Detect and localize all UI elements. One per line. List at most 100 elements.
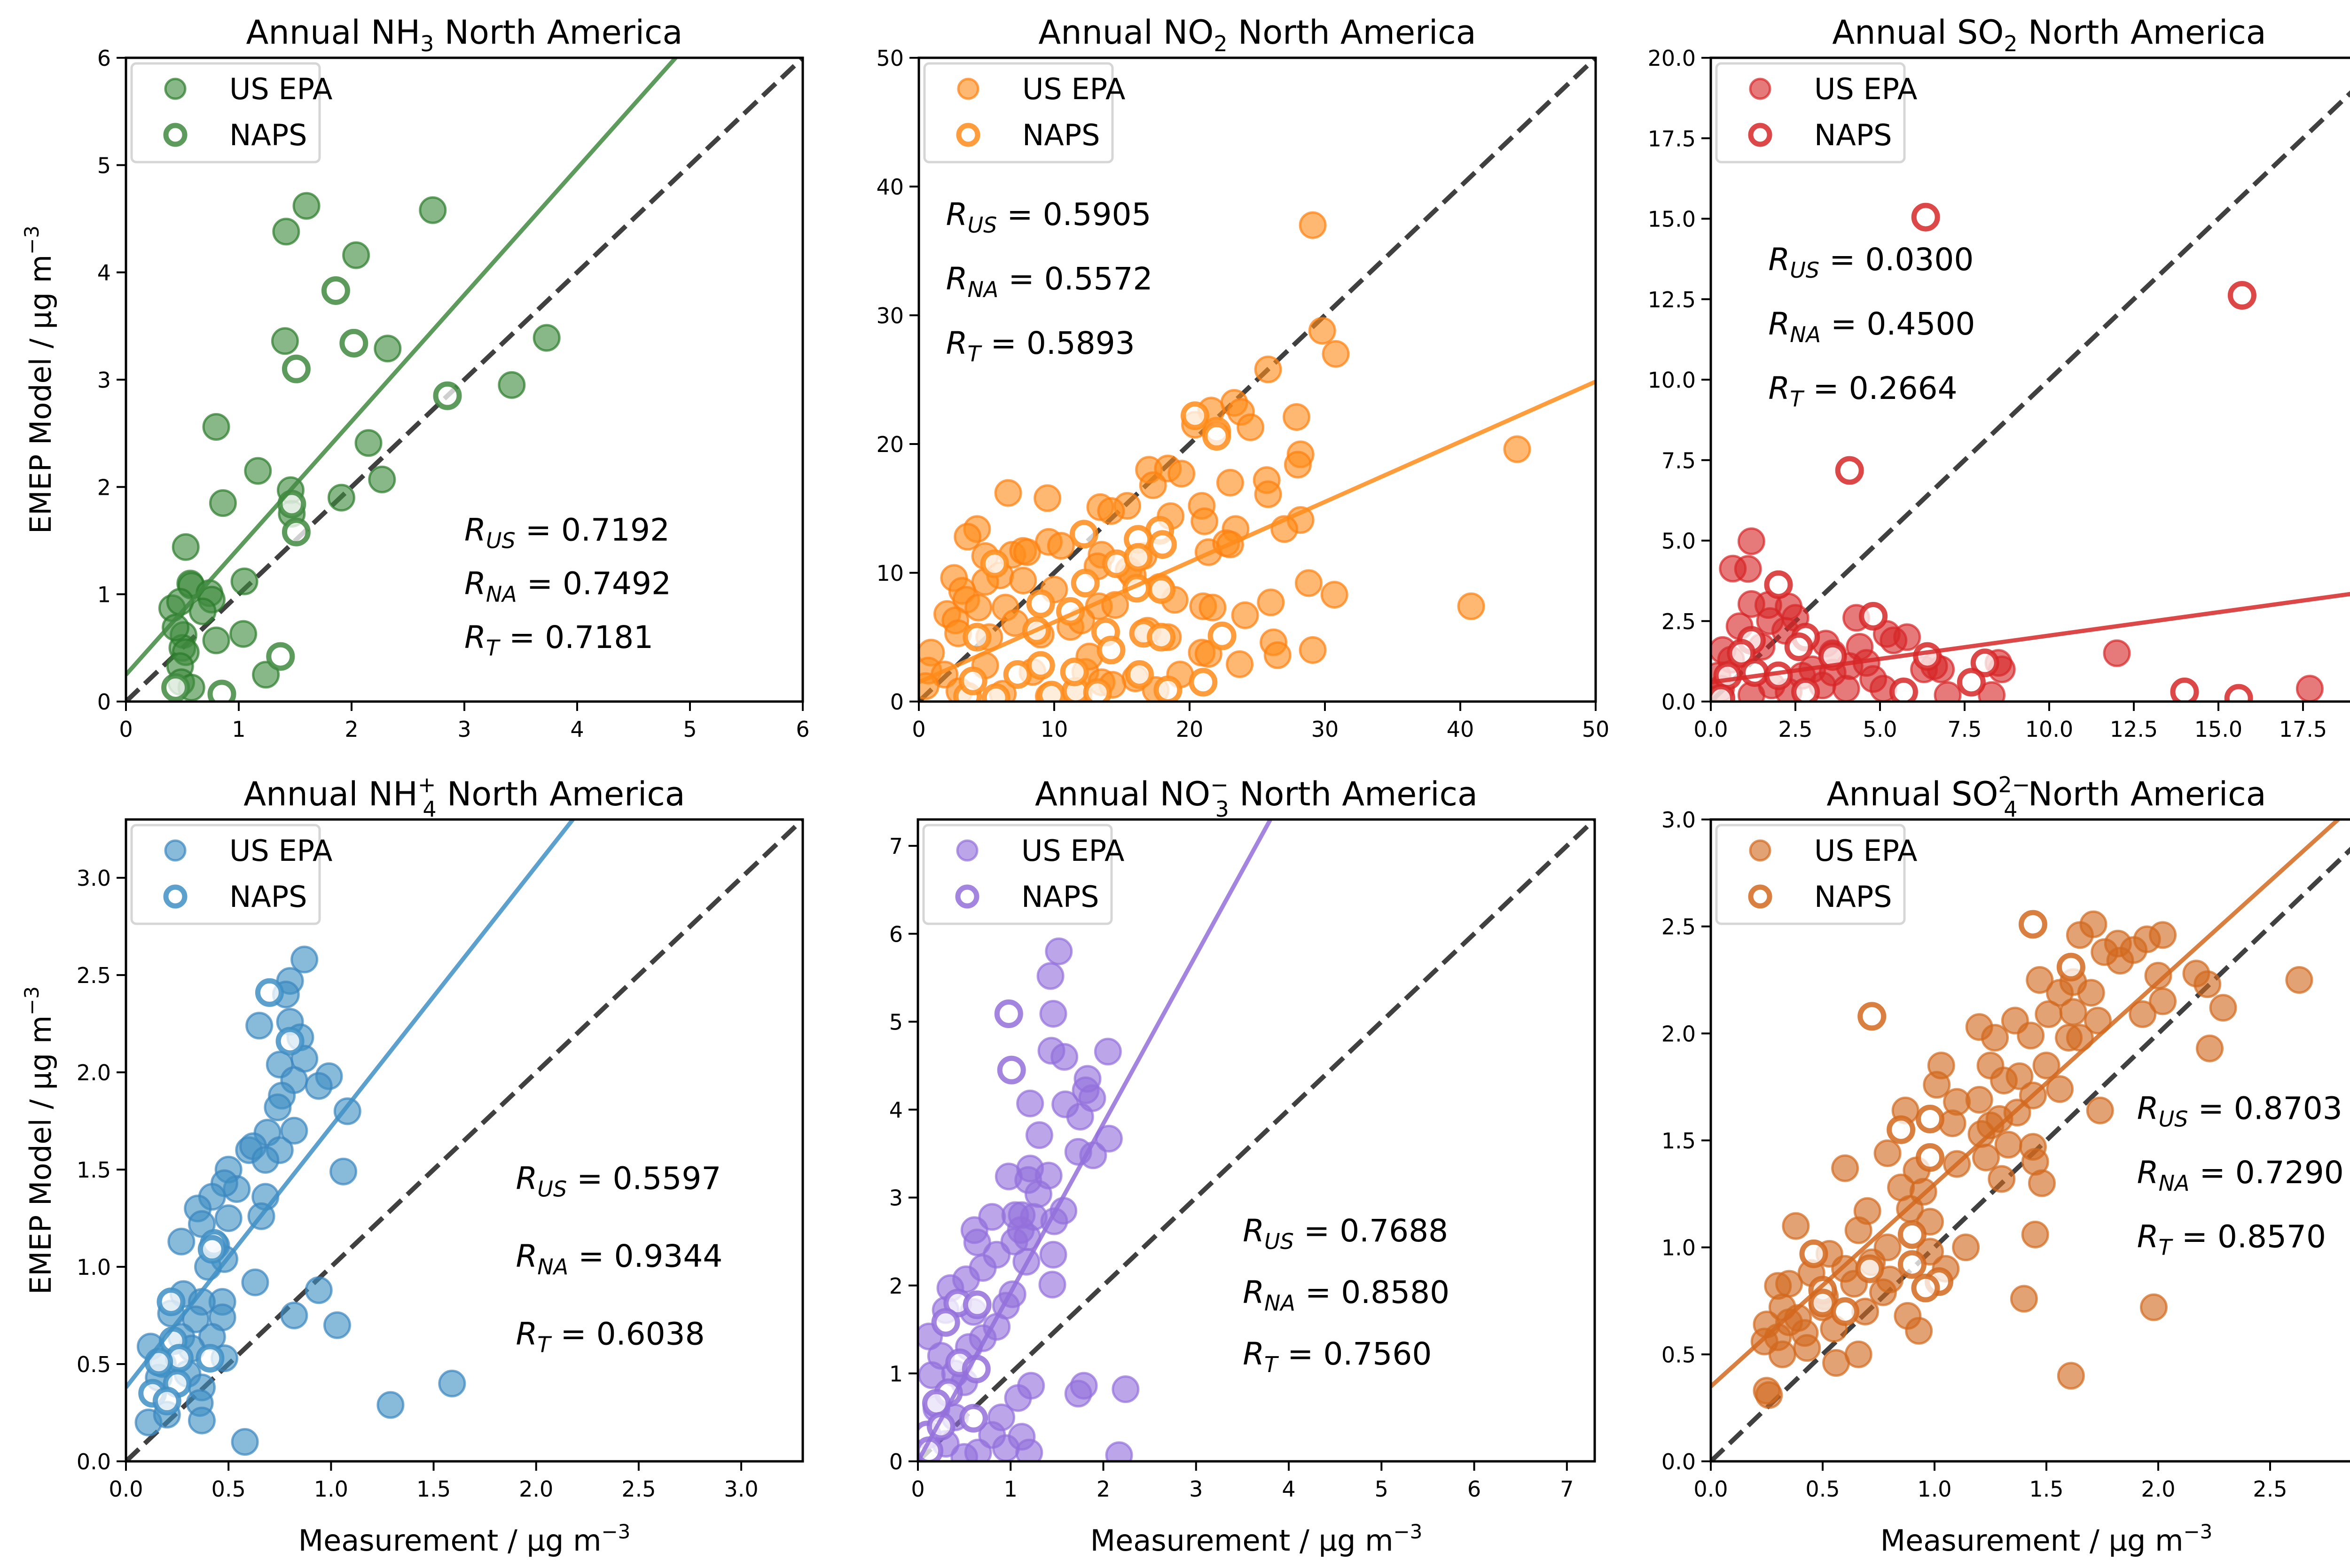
stat-equals: = xyxy=(998,261,1044,297)
y-tick-label: 17.5 xyxy=(1648,126,1696,151)
title-suffix: North America xyxy=(434,13,682,52)
legend: US EPA NAPS xyxy=(130,824,332,925)
naps-point xyxy=(963,1290,992,1319)
x-tick-label: 0.5 xyxy=(1805,1476,1840,1502)
stat-subscript: T xyxy=(537,1332,552,1357)
identity-line xyxy=(126,819,803,1461)
naps-point xyxy=(1957,668,1986,697)
us-epa-point xyxy=(1981,1023,2009,1052)
us-epa-point xyxy=(245,1012,274,1040)
us-epa-point xyxy=(2032,1052,2060,1080)
stat-symbol: R xyxy=(464,566,486,602)
us-epa-point xyxy=(1988,1165,2016,1193)
stat-subscript: T xyxy=(967,341,982,367)
stat-equals: = xyxy=(981,325,1026,361)
naps-point xyxy=(2224,684,2253,702)
correlation-stat: RT = 0.7560 xyxy=(1243,1336,1432,1377)
stat-value: 0.7192 xyxy=(561,512,670,548)
stat-value: 0.0300 xyxy=(1865,242,1974,278)
naps-point xyxy=(1831,1297,1860,1326)
legend-label-us-epa: US EPA xyxy=(1021,834,1124,868)
us-epa-point xyxy=(1237,413,1265,441)
y-tick-label: 0 xyxy=(889,1449,903,1474)
x-axis-label-text: Measurement / µg m xyxy=(298,1523,602,1558)
stat-equals: = xyxy=(516,512,561,548)
y-tick-label: 4 xyxy=(889,1098,903,1123)
naps-point xyxy=(1202,422,1231,451)
x-tick-label: 3 xyxy=(1189,1476,1203,1502)
x-tick-label: 0.0 xyxy=(1693,1476,1728,1502)
y-tick-label: 0.0 xyxy=(77,1449,111,1474)
us-epa-point xyxy=(2017,1022,2045,1050)
us-epa-point xyxy=(1094,1038,1122,1066)
stat-value: 0.8703 xyxy=(2234,1090,2342,1126)
legend-label-naps: NAPS xyxy=(1814,118,1892,152)
stat-subscript: NA xyxy=(486,582,517,607)
us-epa-point xyxy=(1905,1317,1933,1345)
x-tick-label: 1 xyxy=(1004,1476,1018,1502)
naps-point xyxy=(1124,543,1153,572)
regression-line xyxy=(1711,592,2350,685)
x-axis-label-exponent: −3 xyxy=(2183,1520,2212,1543)
naps-point xyxy=(994,999,1023,1029)
correlation-stat: RT = 0.7181 xyxy=(464,619,653,661)
stat-subscript: T xyxy=(486,635,501,661)
us-epa-point xyxy=(354,429,383,457)
x-tick-label: 1.0 xyxy=(1917,1476,1951,1502)
stat-equals: = xyxy=(1294,1213,1340,1249)
regression-line xyxy=(918,819,1273,1461)
legend: US EPA NAPS xyxy=(130,62,332,164)
naps-point xyxy=(963,623,992,652)
us-epa-point xyxy=(2057,1362,2085,1390)
stat-value: 0.7290 xyxy=(2235,1155,2344,1191)
y-tick-label: 0.0 xyxy=(1661,1449,1696,1474)
x-axis-label: Measurement / µg m−3 xyxy=(1880,1520,2213,1558)
us-epa-point xyxy=(2084,1006,2112,1035)
us-epa-point xyxy=(419,196,447,224)
us-epa-point xyxy=(2139,1293,2168,1321)
correlation-stat: RNA = 0.7492 xyxy=(464,566,671,607)
regression-line xyxy=(126,58,679,676)
us-epa-point xyxy=(2193,970,2222,999)
us-epa-point xyxy=(2059,998,2087,1026)
us-epa-point xyxy=(1832,675,1860,702)
us-epa-point xyxy=(202,413,230,441)
us-epa-point xyxy=(1737,527,1765,555)
us-epa-point xyxy=(1216,468,1244,497)
naps-point xyxy=(1897,1250,1927,1279)
regression-line xyxy=(919,379,1596,685)
naps-point xyxy=(1855,1254,1884,1283)
us-epa-point xyxy=(2028,1169,2056,1197)
us-epa-point xyxy=(1064,1380,1092,1408)
x-tick-label: 1.5 xyxy=(2029,1476,2063,1502)
axes-frame xyxy=(916,818,1596,1463)
x-axis-label-text: Measurement / µg m xyxy=(1880,1523,2184,1558)
stat-symbol: R xyxy=(2137,1219,2159,1255)
us-epa-point xyxy=(1191,507,1219,535)
us-epa-point xyxy=(2129,1000,2157,1028)
title-suffix: North America xyxy=(2018,775,2266,813)
x-tick-label: 1 xyxy=(232,717,245,742)
us-epa-point xyxy=(1734,555,1762,583)
plot-area xyxy=(1711,819,2350,1461)
y-tick-label: 20 xyxy=(876,432,904,457)
identity-line xyxy=(1711,90,2350,702)
y-axis-label-text: EMEP Model / µg m xyxy=(24,1015,58,1295)
x-tick-label: 10 xyxy=(1041,717,1068,742)
us-epa-point xyxy=(2035,1000,2063,1028)
us-epa-point xyxy=(202,626,230,655)
stat-value: 0.7181 xyxy=(545,619,653,655)
naps-point xyxy=(1713,661,1742,690)
us-epa-point xyxy=(1226,650,1254,679)
title-prefix: Annual NH xyxy=(243,775,418,813)
naps-point xyxy=(1913,642,1942,671)
y-tick-label: 1 xyxy=(97,582,111,608)
stat-subscript: NA xyxy=(1264,1290,1295,1316)
us-epa-point xyxy=(1844,1216,1872,1244)
stat-symbol: R xyxy=(2137,1090,2159,1126)
us-epa-point xyxy=(241,1268,269,1296)
x-tick-label: 30 xyxy=(1311,717,1339,742)
us-epa-point xyxy=(1034,484,1062,512)
legend-naps-marker xyxy=(163,123,188,147)
